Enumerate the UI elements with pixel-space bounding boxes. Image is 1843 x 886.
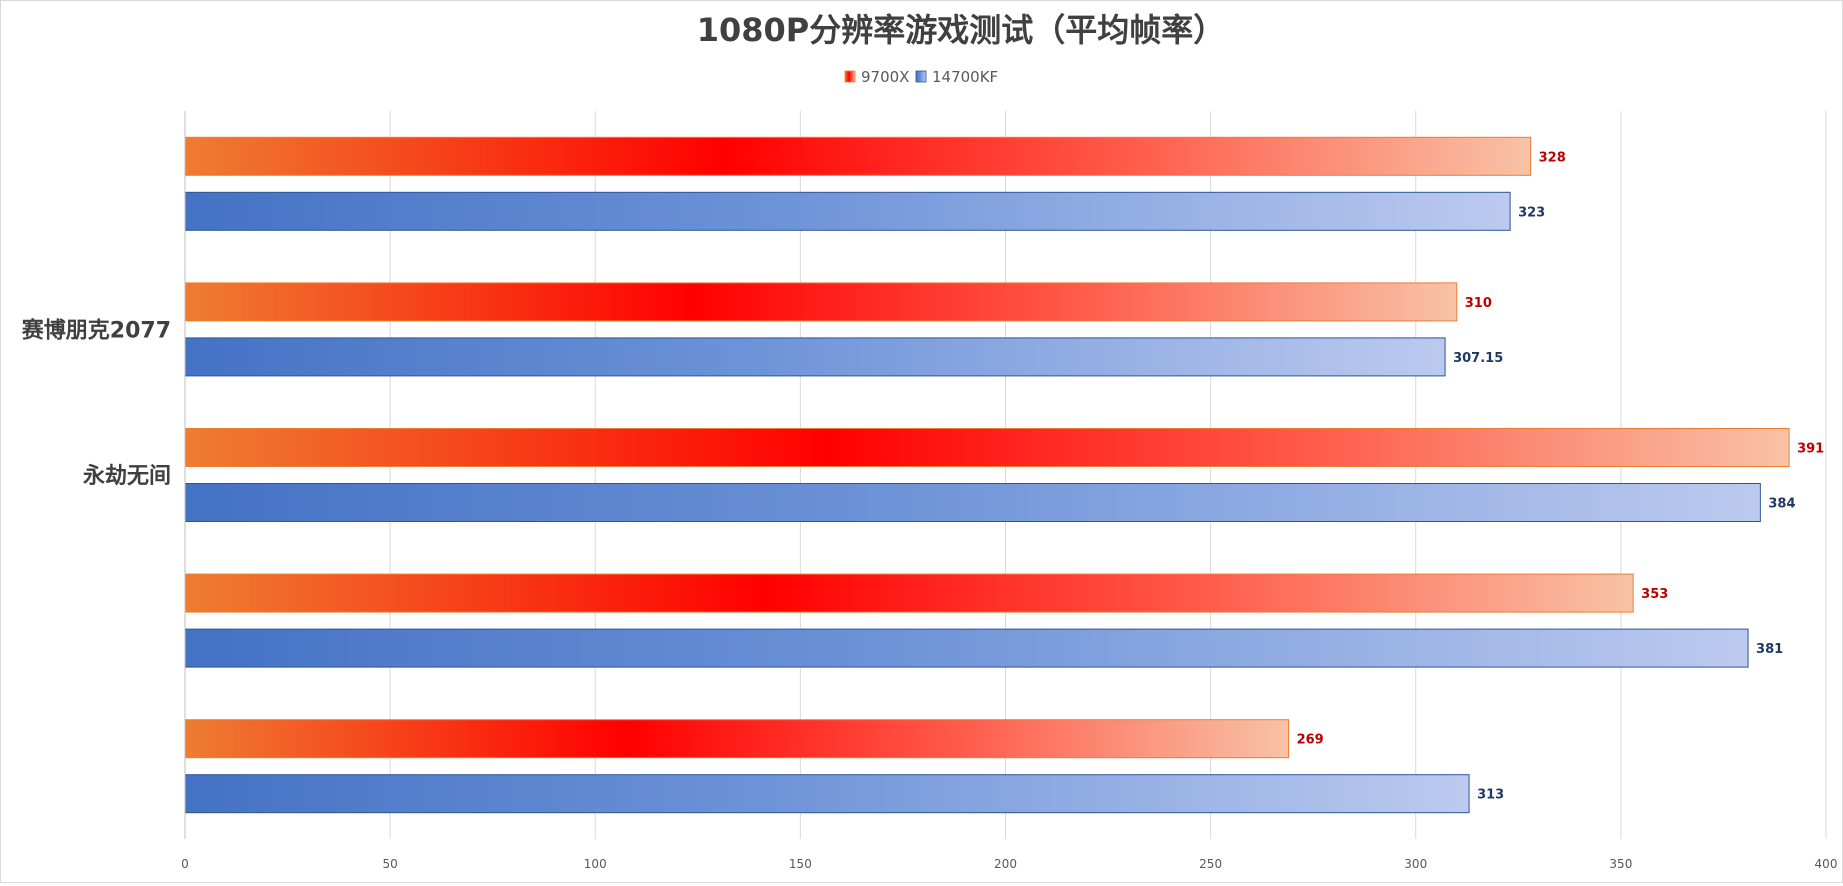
value-label: 381: [1756, 642, 1783, 657]
legend-label-14700kf: 14700KF: [932, 68, 998, 86]
category-label: 赛博朋克2077: [21, 317, 171, 343]
x-tick-label: 50: [382, 857, 397, 871]
value-label: 353: [1641, 587, 1668, 602]
bar-14700kf-2: [184, 483, 1761, 522]
value-label: 313: [1477, 788, 1504, 803]
x-tick-label: 300: [1404, 857, 1427, 871]
bar-14700kf-1: [184, 337, 1446, 377]
bar-14700kf-3: [184, 628, 1749, 668]
bar-9700x-2: [184, 428, 1790, 467]
bars: [184, 136, 1790, 814]
bar-9700x-3: [184, 573, 1634, 613]
value-labels: 328 323 310 307.15 391 384 353 381 269 313: [1297, 150, 1825, 802]
legend: 9700X 14700KF: [844, 68, 998, 86]
bar-14700kf-4: [184, 774, 1470, 814]
legend-swatch-14700kf: [915, 70, 927, 83]
value-label: 310: [1465, 296, 1492, 311]
x-tick-label: 250: [1199, 857, 1222, 871]
legend-label-9700x: 9700X: [861, 68, 909, 86]
category-label: 永劫无间: [83, 463, 171, 489]
x-tick-label: 100: [584, 857, 607, 871]
category-labels: 赛博朋克2077 永劫无间: [21, 317, 171, 489]
value-label: 307.15: [1453, 351, 1503, 366]
bar-14700kf-0: [184, 191, 1511, 231]
x-tick-label: 150: [789, 857, 812, 871]
x-tick-label: 350: [1609, 857, 1632, 871]
bar-9700x-0: [184, 136, 1532, 176]
x-tick-label: 200: [994, 857, 1017, 871]
x-axis: 0 50 100 150 200 250 300 350 400: [181, 111, 1837, 871]
legend-swatch-9700x: [844, 70, 856, 83]
bar-9700x-1: [184, 282, 1458, 322]
value-label: 323: [1518, 205, 1545, 220]
chart-title: 1080P分辨率游戏测试（平均帧率）: [697, 11, 1226, 49]
value-label: 328: [1539, 150, 1566, 165]
x-tick-label: 0: [181, 857, 189, 871]
value-label: 384: [1768, 497, 1795, 512]
value-label: 391: [1797, 442, 1824, 457]
value-label: 269: [1297, 733, 1324, 748]
bar-9700x-4: [184, 719, 1290, 759]
x-tick-label: 400: [1815, 857, 1838, 871]
gridlines: [184, 111, 1827, 839]
